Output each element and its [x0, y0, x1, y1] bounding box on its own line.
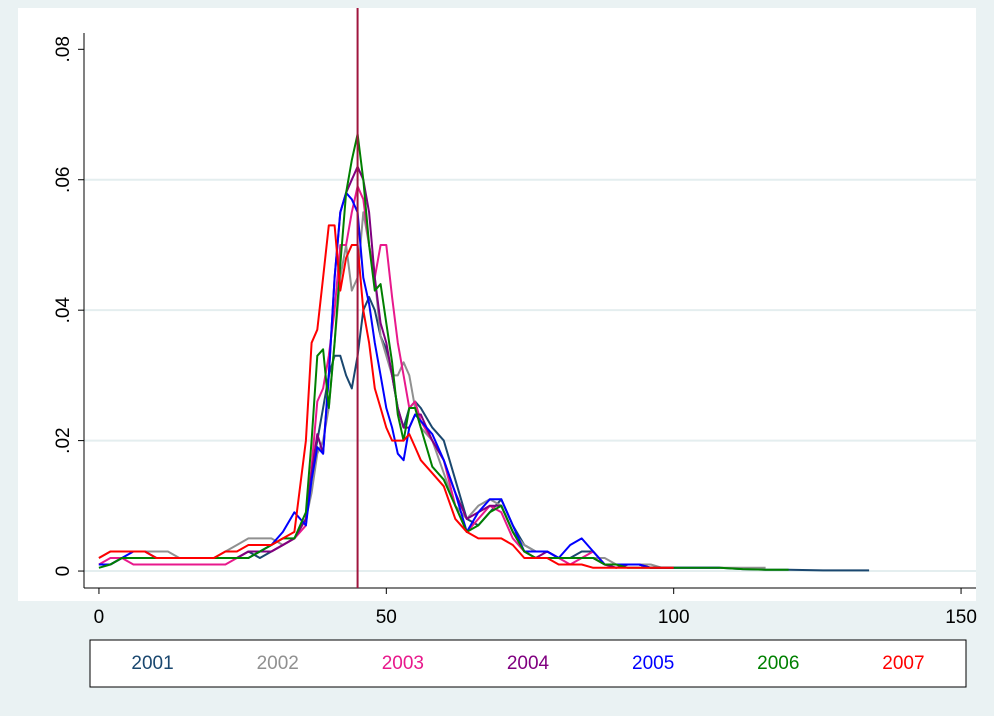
- legend-label: 2007: [882, 653, 924, 674]
- y-tick-label: .02: [53, 427, 74, 453]
- x-tick-label: 50: [376, 607, 397, 628]
- legend-label: 2001: [131, 653, 173, 674]
- legend-box: [89, 639, 967, 688]
- plot-background: [18, 8, 976, 601]
- x-tick-label: 0: [94, 607, 105, 628]
- x-tick-label: 100: [658, 607, 690, 628]
- y-tick-label: .04: [53, 297, 74, 324]
- y-tick-label: 0: [53, 566, 74, 577]
- legend-label: 2004: [507, 653, 550, 674]
- y-tick-label: .08: [53, 36, 74, 62]
- y-tick-label: .06: [53, 167, 74, 193]
- legend-label: 2002: [257, 653, 299, 674]
- series-line: [98, 133, 789, 571]
- series-line: [98, 224, 674, 569]
- legend-label: 2005: [632, 653, 674, 674]
- legend-label: 2006: [757, 653, 799, 674]
- x-tick-label: 150: [945, 607, 977, 628]
- legend-label: 2003: [382, 653, 424, 674]
